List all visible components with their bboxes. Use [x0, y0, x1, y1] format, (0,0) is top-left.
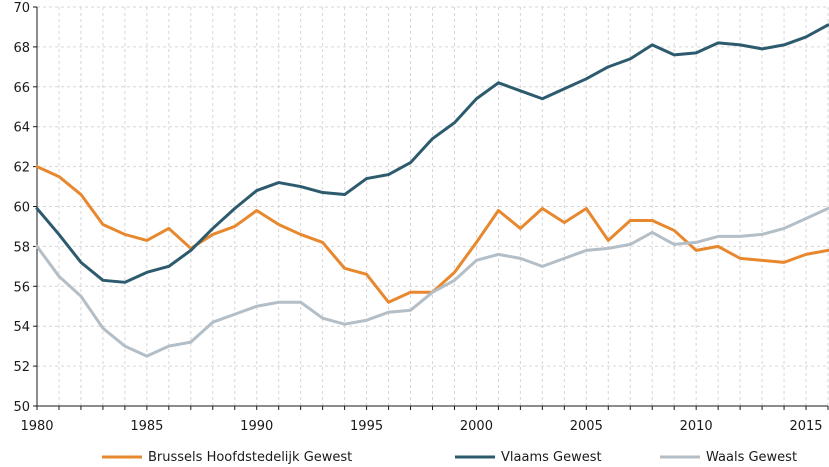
series-line-3: [35, 206, 829, 358]
legend-label: Brussels Hoofdstedelijk Gewest: [148, 450, 352, 465]
y-tick-label: 70: [13, 1, 30, 16]
x-tick-label: 2000: [460, 419, 493, 434]
y-tick-label: 52: [13, 360, 30, 375]
series-line-1: [35, 165, 829, 304]
y-tick-label: 60: [13, 201, 30, 216]
series-lines: [35, 23, 829, 358]
x-tick-label: 2015: [789, 419, 822, 434]
x-tick-label: 1985: [130, 419, 163, 434]
x-tick-label: 1990: [240, 419, 273, 434]
legend-label: Vlaams Gewest: [501, 450, 602, 465]
y-tick-label: 66: [13, 81, 30, 96]
x-tick-label: 1980: [20, 419, 53, 434]
legend: Brussels Hoofdstedelijk Gewest Vlaams Gew…: [102, 450, 797, 465]
axes: [33, 6, 829, 410]
series-line-2: [35, 23, 829, 284]
x-tick-label: 2010: [680, 419, 713, 434]
gridlines: [37, 6, 829, 406]
y-tick-label: 50: [13, 400, 30, 415]
y-tick-label: 58: [13, 240, 30, 255]
y-tick-label: 62: [13, 161, 30, 176]
y-tick-label: 54: [13, 320, 30, 335]
y-tick-label: 56: [13, 280, 30, 295]
y-tick-labels: 50 52 54 56 58 60 62 64 66 68 70: [13, 1, 30, 415]
x-tick-label: 2005: [570, 419, 603, 434]
x-tick-label: 1995: [350, 419, 383, 434]
legend-label: Waals Gewest: [706, 450, 797, 465]
x-tick-labels: 1980 1985 1990 1995 2000 2005 2010 2015: [20, 419, 822, 434]
y-tick-label: 64: [13, 121, 30, 136]
y-tick-label: 68: [13, 41, 30, 56]
